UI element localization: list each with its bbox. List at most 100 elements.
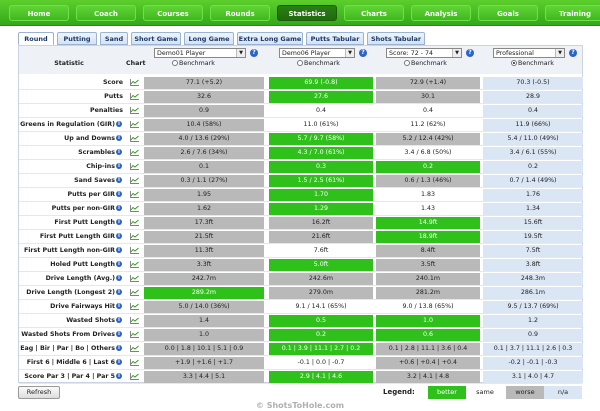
subtab-putting[interactable]: Putting <box>57 32 97 45</box>
refresh-button[interactable]: Refresh <box>18 386 60 399</box>
subtab-short-game[interactable]: Short Game <box>131 32 181 45</box>
line-chart-icon[interactable] <box>130 79 139 86</box>
help-icon[interactable]: ? <box>466 49 474 57</box>
table-cell: 21.6ft <box>269 231 373 243</box>
info-icon[interactable]: i <box>116 233 122 239</box>
row-divider <box>19 257 582 258</box>
line-chart-icon[interactable] <box>130 317 139 324</box>
nav-tab-training[interactable]: Training <box>545 5 600 21</box>
line-chart-icon[interactable] <box>130 331 139 338</box>
table-cell: 70.3 (-0.5) <box>483 77 583 89</box>
benchmark-radio-4[interactable]: Benchmark <box>511 60 554 68</box>
row-divider <box>19 229 582 230</box>
table-cell: 19.5ft <box>483 231 583 243</box>
line-chart-icon[interactable] <box>130 261 139 268</box>
row-divider <box>19 89 582 90</box>
subtab-round[interactable]: Round <box>18 32 54 45</box>
column-select-value: Demo06 Player <box>282 50 331 57</box>
info-icon[interactable]: i <box>116 331 122 337</box>
line-chart-icon[interactable] <box>130 149 139 156</box>
table-cell: 2.6 / 7.6 (34%) <box>144 147 264 159</box>
table-cell: 0.4 <box>483 105 583 117</box>
statistic-label: First Putt Length i <box>19 217 122 229</box>
info-icon[interactable]: i <box>116 303 122 309</box>
subtab-sand[interactable]: Sand <box>100 32 128 45</box>
line-chart-icon[interactable] <box>130 205 139 212</box>
info-icon[interactable]: i <box>116 135 122 141</box>
table-cell: 0.1 | 3.9 | 11.1 | 2.7 | 0.2 <box>269 343 373 355</box>
help-icon[interactable]: ? <box>569 49 577 57</box>
table-cell: 1.0 <box>376 315 480 327</box>
line-chart-icon[interactable] <box>130 233 139 240</box>
help-icon[interactable]: ? <box>359 49 367 57</box>
line-chart-icon[interactable] <box>130 163 139 170</box>
statistic-label: Holed Putt Length i <box>19 259 122 271</box>
subtab-putts-tabular[interactable]: Putts Tabular <box>306 32 364 45</box>
info-icon[interactable]: i <box>116 261 122 267</box>
nav-tab-charts[interactable]: Charts <box>344 5 404 21</box>
line-chart-icon[interactable] <box>130 247 139 254</box>
line-chart-icon[interactable] <box>130 93 139 100</box>
row-divider <box>19 313 582 314</box>
nav-tab-rounds[interactable]: Rounds <box>210 5 270 21</box>
table-cell: 3.8ft <box>483 259 583 271</box>
line-chart-icon[interactable] <box>130 135 139 142</box>
benchmark-radio-2[interactable]: Benchmark <box>297 60 340 68</box>
statistic-label: Score <box>19 77 123 89</box>
column-select-3[interactable]: Score: 72 - 74 ▼ <box>386 48 462 58</box>
line-chart-icon[interactable] <box>130 219 139 226</box>
line-chart-icon[interactable] <box>130 359 139 366</box>
column-select-1[interactable]: Demo01 Player ▼ <box>154 48 246 58</box>
info-icon[interactable]: i <box>116 191 122 197</box>
info-icon[interactable]: i <box>116 345 122 351</box>
subtab-shots-tabular[interactable]: Shots Tabular <box>367 32 425 45</box>
nav-tab-coach[interactable]: Coach <box>76 5 136 21</box>
statistic-label: Scrambles i <box>19 147 122 159</box>
table-cell: 0.1 <box>144 161 264 173</box>
nav-tab-home[interactable]: Home <box>9 5 69 21</box>
info-icon[interactable]: i <box>116 317 122 323</box>
table-cell: 5.7 / 9.7 (58%) <box>269 133 373 145</box>
line-chart-icon[interactable] <box>130 275 139 282</box>
row-divider <box>19 369 582 370</box>
line-chart-icon[interactable] <box>130 191 139 198</box>
line-chart-icon[interactable] <box>130 177 139 184</box>
statistic-name: Drive Length (Avg.) <box>45 275 115 282</box>
table-cell: 0.0 | 1.8 | 10.1 | 5.1 | 0.9 <box>144 343 264 355</box>
benchmark-radio-1[interactable]: Benchmark <box>172 60 215 68</box>
info-icon[interactable]: i <box>116 163 122 169</box>
statistic-name: Greens in Regulation (GIR) <box>20 121 115 128</box>
help-icon[interactable]: ? <box>250 49 258 57</box>
info-icon[interactable]: i <box>116 219 122 225</box>
subtab-extra-long-game[interactable]: Extra Long Game <box>237 32 303 45</box>
table-cell: 242.7m <box>144 273 264 285</box>
nav-tab-analysis[interactable]: Analysis <box>411 5 471 21</box>
chevron-down-icon: ▼ <box>345 49 354 57</box>
nav-tab-goals[interactable]: Goals <box>478 5 538 21</box>
line-chart-icon[interactable] <box>130 303 139 310</box>
line-chart-icon[interactable] <box>130 289 139 296</box>
line-chart-icon[interactable] <box>130 373 139 380</box>
column-select-4[interactable]: Professional ▼ <box>493 48 565 58</box>
radio-icon <box>404 60 410 66</box>
info-icon[interactable]: i <box>116 275 122 281</box>
benchmark-radio-3[interactable]: Benchmark <box>404 60 447 68</box>
column-select-2[interactable]: Demo06 Player ▼ <box>279 48 355 58</box>
table-cell: 0.6 / 1.3 (46%) <box>376 175 480 187</box>
table-cell: 0.9 <box>483 329 583 341</box>
info-icon[interactable]: i <box>116 205 122 211</box>
line-chart-icon[interactable] <box>130 121 139 128</box>
statistic-name: First Putt Length non-GIR <box>23 247 115 254</box>
line-chart-icon[interactable] <box>130 345 139 352</box>
subtab-long-game[interactable]: Long Game <box>184 32 234 45</box>
info-icon[interactable]: i <box>116 289 122 295</box>
info-icon[interactable]: i <box>116 359 122 365</box>
info-icon[interactable]: i <box>116 149 122 155</box>
line-chart-icon[interactable] <box>130 107 139 114</box>
nav-tab-statistics[interactable]: Statistics <box>277 5 337 21</box>
info-icon[interactable]: i <box>116 247 122 253</box>
info-icon[interactable]: i <box>116 373 122 379</box>
nav-tab-courses[interactable]: Courses <box>143 5 203 21</box>
info-icon[interactable]: i <box>116 177 122 183</box>
info-icon[interactable]: i <box>116 121 122 127</box>
